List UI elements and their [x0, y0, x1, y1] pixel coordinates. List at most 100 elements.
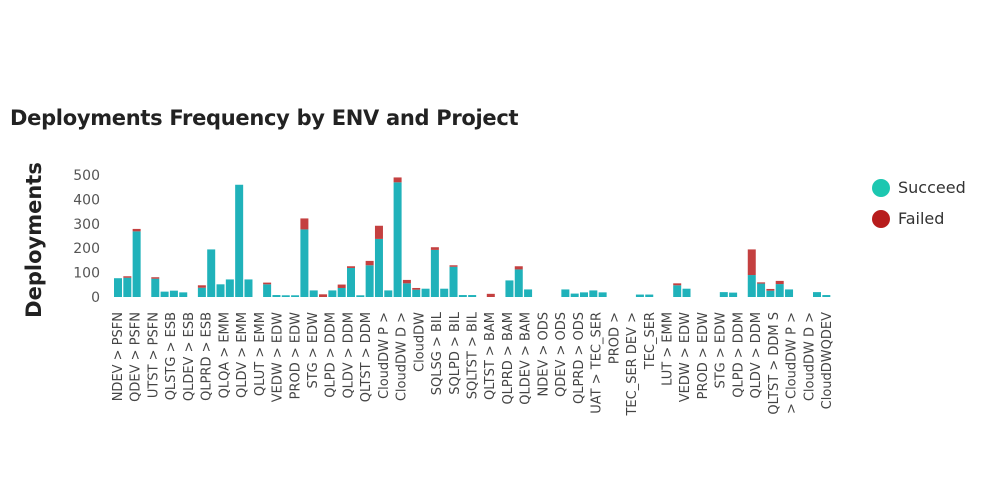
bar-failed[interactable]	[393, 177, 402, 183]
bar-succeed[interactable]	[263, 284, 272, 297]
bar-succeed[interactable]	[235, 184, 244, 297]
bar-succeed[interactable]	[440, 288, 449, 297]
bar-succeed[interactable]	[635, 294, 644, 297]
x-tick-label: > CloudDW P >	[785, 312, 800, 414]
x-tick-label: QLUT > EMM	[253, 312, 268, 396]
bar-succeed[interactable]	[449, 266, 458, 297]
bar-succeed[interactable]	[309, 290, 318, 297]
bar-succeed[interactable]	[151, 278, 160, 297]
bar-failed[interactable]	[673, 283, 682, 286]
bar-failed[interactable]	[151, 277, 160, 279]
bar-succeed[interactable]	[468, 295, 477, 297]
x-tick-label: CloudDW	[412, 312, 427, 372]
bar-failed[interactable]	[374, 225, 383, 239]
x-tick-label: NDEV > PSFN	[111, 312, 126, 401]
bar-failed[interactable]	[132, 228, 141, 232]
bar-failed[interactable]	[300, 218, 309, 230]
bar-succeed[interactable]	[785, 289, 794, 297]
legend-item-failed[interactable]: Failed	[872, 209, 944, 228]
bar-succeed[interactable]	[160, 291, 169, 297]
x-tick-label: LUT > EMM	[660, 312, 675, 386]
bar-succeed[interactable]	[347, 267, 355, 297]
bar-failed[interactable]	[766, 288, 775, 291]
bar-failed[interactable]	[197, 285, 206, 288]
bar-succeed[interactable]	[822, 295, 831, 297]
bar-succeed[interactable]	[244, 279, 253, 297]
bar-succeed[interactable]	[598, 292, 607, 297]
bar-succeed[interactable]	[169, 290, 178, 297]
bar-failed[interactable]	[123, 276, 132, 278]
bar-succeed[interactable]	[505, 280, 514, 297]
bar-succeed[interactable]	[430, 249, 439, 297]
bar-succeed[interactable]	[645, 294, 654, 297]
bar-succeed[interactable]	[300, 229, 309, 297]
bar-succeed[interactable]	[216, 284, 225, 297]
bar-failed[interactable]	[263, 282, 272, 285]
y-tick-label: 0	[91, 290, 100, 306]
bar-failed[interactable]	[514, 266, 523, 270]
x-tick-label: QLTST > BAM	[483, 312, 498, 400]
bar-succeed[interactable]	[719, 292, 728, 297]
bar-succeed[interactable]	[393, 182, 402, 297]
bar-succeed[interactable]	[207, 249, 216, 297]
bar-succeed[interactable]	[514, 269, 523, 297]
bar-succeed[interactable]	[561, 289, 570, 297]
bar-failed[interactable]	[412, 287, 421, 290]
x-tick-label: PROD >	[607, 312, 622, 364]
bar-succeed[interactable]	[580, 292, 588, 297]
bar-failed[interactable]	[747, 249, 756, 276]
bar-failed[interactable]	[775, 280, 784, 285]
bar-succeed[interactable]	[412, 289, 421, 297]
bar-succeed[interactable]	[766, 290, 775, 297]
bar-failed[interactable]	[402, 279, 411, 284]
bar-failed[interactable]	[430, 247, 439, 250]
x-tick-label: QLPD > DDM	[731, 312, 746, 398]
bar-succeed[interactable]	[114, 278, 122, 297]
bar-succeed[interactable]	[757, 283, 766, 297]
bar-succeed[interactable]	[524, 289, 533, 297]
bar-succeed[interactable]	[421, 288, 430, 297]
bar-failed[interactable]	[486, 293, 495, 297]
bar-succeed[interactable]	[132, 231, 141, 297]
bar-succeed[interactable]	[589, 290, 598, 297]
bar-succeed[interactable]	[272, 295, 281, 297]
x-tick-label: CloudDWQDEV	[820, 312, 835, 409]
x-tick-label: TEC_SER	[643, 312, 658, 370]
x-tick-label: SQLSG > BIL	[430, 311, 445, 395]
x-tick-label: STG > EDW	[714, 312, 729, 389]
bar-succeed[interactable]	[374, 238, 383, 297]
bar-succeed[interactable]	[281, 295, 290, 297]
bar-failed[interactable]	[319, 294, 328, 297]
bar-failed[interactable]	[757, 282, 766, 284]
bars	[114, 177, 831, 297]
bar-succeed[interactable]	[673, 285, 682, 297]
bar-succeed[interactable]	[356, 295, 365, 297]
bar-succeed[interactable]	[747, 275, 756, 297]
bar-failed[interactable]	[365, 260, 374, 266]
bar-failed[interactable]	[449, 265, 458, 267]
bar-succeed[interactable]	[729, 292, 738, 297]
x-tick-label: TEC_SER DEV >	[625, 312, 640, 417]
bar-succeed[interactable]	[458, 295, 467, 297]
bar-succeed[interactable]	[225, 279, 234, 297]
bar-succeed[interactable]	[384, 290, 393, 297]
bar-failed[interactable]	[347, 266, 355, 268]
bar-succeed[interactable]	[570, 293, 579, 297]
bar-succeed[interactable]	[775, 284, 784, 297]
bar-succeed[interactable]	[682, 288, 691, 297]
bar-succeed[interactable]	[197, 287, 206, 297]
bar-failed[interactable]	[337, 284, 346, 288]
bar-succeed[interactable]	[328, 290, 337, 297]
x-tick-label: QDEV > ODS	[554, 312, 569, 397]
bar-succeed[interactable]	[337, 287, 346, 297]
bar-succeed[interactable]	[179, 292, 188, 297]
bar-succeed[interactable]	[291, 295, 300, 297]
bar-succeed[interactable]	[813, 292, 821, 297]
x-tick-label: QLPRD > ODS	[572, 312, 587, 404]
bar-succeed[interactable]	[365, 265, 374, 297]
bar-succeed[interactable]	[123, 277, 132, 297]
bar-succeed[interactable]	[402, 283, 411, 297]
legend-item-succeed[interactable]: Succeed	[872, 178, 966, 197]
x-tick-label: QLTST > DDM	[359, 312, 374, 402]
